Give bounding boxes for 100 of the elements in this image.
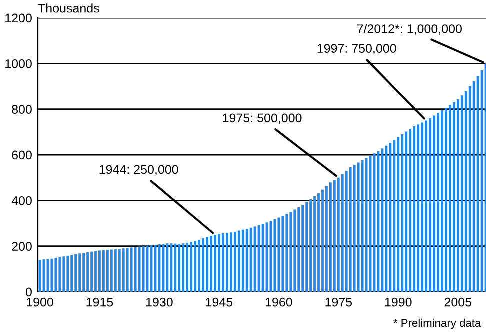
annotation: 1975: 500,000 [223, 114, 302, 124]
bar [294, 210, 296, 292]
bar [278, 218, 280, 292]
bar [214, 234, 216, 292]
x-tick-label: 1900 [27, 298, 54, 307]
bar [62, 256, 66, 292]
bar [353, 165, 356, 292]
bar [409, 128, 412, 292]
bar [78, 254, 82, 292]
bar [202, 238, 204, 292]
bar [198, 240, 200, 292]
x-tick-label: 1930 [146, 298, 173, 307]
bar [460, 96, 464, 292]
bar [86, 252, 89, 292]
y-tick-label: 400 [12, 196, 32, 206]
bar [122, 248, 125, 292]
bar [206, 237, 208, 292]
bar [286, 214, 288, 292]
bar [178, 244, 181, 292]
bar [130, 248, 133, 292]
bar [110, 250, 113, 292]
bar [166, 244, 169, 292]
bar [106, 250, 109, 292]
annotation: 1944: 250,000 [100, 165, 178, 176]
bar [298, 208, 300, 292]
x-tick-label: 1960 [266, 298, 292, 307]
bar [337, 178, 340, 292]
text: * Preliminary data [394, 318, 482, 330]
y-tick-label: 600 [12, 150, 32, 160]
bar [413, 126, 416, 292]
y-tick-label: 1000 [6, 59, 32, 68]
bar [186, 242, 189, 292]
bar [306, 202, 308, 292]
bar [126, 248, 129, 292]
x-tick-label: 1975 [326, 298, 352, 307]
bar [330, 182, 332, 292]
bar [341, 174, 344, 292]
bar [222, 234, 224, 292]
bar [58, 257, 62, 292]
bar [397, 137, 400, 292]
x-tick-label: 1990 [385, 298, 412, 307]
bar [425, 120, 428, 292]
bar [182, 244, 185, 292]
bar [349, 168, 352, 292]
bar [326, 186, 328, 292]
bar [437, 112, 440, 292]
y-tick-label: 0 [26, 288, 32, 297]
x-tick-label: 1945 [206, 298, 233, 307]
bar [389, 143, 392, 292]
bar [318, 193, 320, 292]
bar [242, 230, 244, 292]
bar [452, 102, 456, 292]
bar [170, 244, 173, 292]
bar [345, 170, 348, 292]
bar [357, 162, 360, 292]
annotation: 7/2012*: 1,000,000 [357, 24, 462, 35]
bar [218, 234, 220, 292]
y-axis-title: Thousands [38, 4, 100, 13]
y-tick-label: 1200 [6, 14, 32, 23]
x-tick-label: 2005 [444, 298, 472, 307]
bar [282, 216, 284, 292]
bar [230, 232, 232, 292]
bar [66, 256, 70, 292]
bar [50, 258, 54, 292]
bar [421, 122, 424, 292]
bar [134, 247, 137, 292]
bar [90, 252, 93, 292]
bar [456, 100, 460, 292]
y-tick-label: 200 [12, 242, 32, 251]
bar [74, 254, 78, 292]
bar [102, 250, 105, 292]
bar [82, 253, 85, 292]
bar [70, 255, 74, 292]
bar [210, 236, 212, 292]
bar [98, 250, 101, 292]
bar [226, 233, 228, 292]
bar [322, 190, 324, 292]
bar [290, 212, 292, 292]
y-tick-label: 800 [12, 105, 32, 114]
bar [448, 105, 452, 292]
bar [234, 232, 236, 292]
bar [429, 118, 432, 292]
x-tick-label: 1915 [86, 298, 114, 307]
bar [433, 116, 436, 292]
bar [54, 258, 58, 292]
bar [302, 205, 304, 292]
bar [94, 251, 97, 292]
bar [190, 242, 193, 292]
bar [393, 140, 396, 292]
bar [310, 200, 312, 292]
annotation: 1997: 750,000 [318, 44, 396, 54]
bar [405, 132, 408, 292]
bar [444, 108, 448, 292]
bar [417, 124, 420, 292]
bar [246, 228, 248, 292]
bar [401, 134, 404, 292]
bar [361, 160, 364, 292]
bar [118, 249, 121, 292]
bar [174, 244, 177, 292]
bar [162, 244, 165, 292]
